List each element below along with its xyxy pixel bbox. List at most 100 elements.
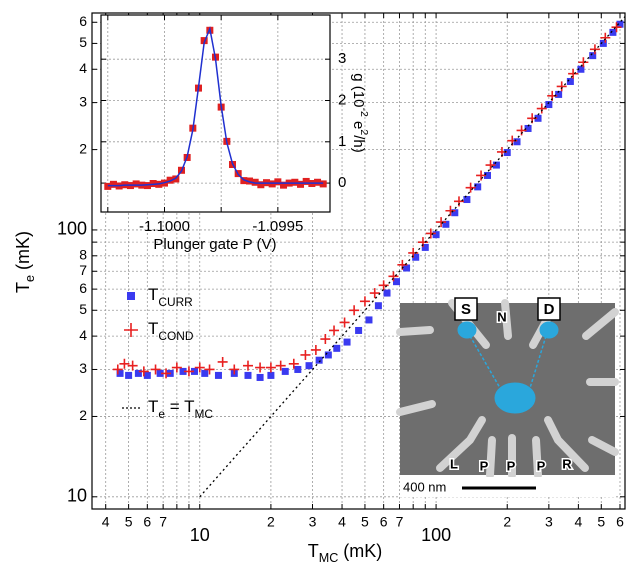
sem-overlay <box>457 321 559 414</box>
x-tick-label: 100 <box>421 525 451 545</box>
y-axis-title: g (10-2 e2/h) <box>350 73 370 152</box>
point <box>324 351 332 359</box>
point <box>281 367 289 375</box>
point <box>171 362 182 373</box>
label-part: (mK) <box>13 231 33 275</box>
y-tick-label: 100 <box>57 219 87 239</box>
point <box>609 28 617 36</box>
point <box>138 366 149 377</box>
point <box>201 369 209 377</box>
x-tick-label: 4 <box>102 514 110 530</box>
point <box>329 325 340 336</box>
x-tick-label: -1.0995 <box>252 218 303 235</box>
label-part: T <box>148 319 158 338</box>
x-tick-label: 7 <box>396 514 404 530</box>
label-part: T <box>148 397 158 416</box>
point <box>149 180 157 188</box>
point <box>183 366 194 377</box>
y-tick-label: 5 <box>79 34 87 50</box>
sem-image: S N D L P P P R 400 nm <box>396 297 619 497</box>
point <box>190 367 198 375</box>
point <box>302 177 310 185</box>
label-box <box>454 297 478 321</box>
x-axis-title: TMC (mK) <box>308 541 383 566</box>
point <box>589 44 600 55</box>
y-tick-label: 5 <box>79 301 87 317</box>
point <box>255 362 266 373</box>
x-tick-label: 5 <box>125 514 133 530</box>
point <box>116 369 124 377</box>
x-tick-label: 3 <box>545 514 553 530</box>
line <box>107 25 324 187</box>
x-tick-label: 7 <box>159 514 167 530</box>
y-tick-label: 1 <box>338 133 346 150</box>
legend-marker <box>124 323 138 337</box>
gate <box>486 436 496 479</box>
x-tick-label: 2 <box>267 514 275 530</box>
point <box>599 39 607 47</box>
x-tick-label: 10 <box>190 525 210 545</box>
point <box>143 182 151 190</box>
label-part: g (10 <box>350 73 367 107</box>
label-part: -2 <box>358 107 370 116</box>
point <box>204 364 215 375</box>
point <box>319 180 327 188</box>
point <box>200 37 208 45</box>
point <box>280 181 288 189</box>
point <box>383 289 391 297</box>
legend-label: Te = TMC <box>148 397 213 421</box>
label-part: CURR <box>158 295 193 309</box>
point <box>432 231 440 239</box>
point <box>246 177 254 185</box>
y-axis-title: Te (mK) <box>13 231 38 293</box>
legend-label: TCOND <box>148 319 194 343</box>
point <box>436 217 447 228</box>
point <box>600 32 611 43</box>
y-tick-label: 0 <box>338 174 346 191</box>
point <box>179 367 187 375</box>
point <box>393 278 401 286</box>
label-part: e <box>23 275 37 282</box>
point <box>288 358 299 369</box>
point <box>143 371 151 379</box>
label-part: e <box>158 407 165 421</box>
point <box>125 371 133 379</box>
point <box>578 57 589 68</box>
point <box>534 114 542 122</box>
point <box>463 196 471 204</box>
point <box>349 305 360 316</box>
point <box>275 360 286 371</box>
y-tick-label: 6 <box>79 280 87 296</box>
sem-label: P <box>480 458 489 473</box>
gate <box>501 299 512 340</box>
point <box>365 316 373 324</box>
point <box>104 182 112 190</box>
point <box>369 288 380 299</box>
point <box>359 296 370 307</box>
label-part: (mK) <box>338 541 382 561</box>
point <box>333 344 341 352</box>
point <box>265 362 276 373</box>
plot-frame <box>91 12 626 510</box>
point <box>112 364 123 375</box>
point <box>214 371 222 379</box>
label-part: 2 <box>358 129 370 135</box>
point <box>513 138 521 146</box>
x-tick-label: 3 <box>309 514 317 530</box>
point <box>555 90 563 98</box>
point <box>267 371 275 379</box>
point <box>229 364 240 375</box>
point <box>445 205 456 216</box>
label-part: T <box>13 282 33 293</box>
point <box>315 356 323 364</box>
sem-label: P <box>507 458 516 473</box>
point <box>589 52 597 60</box>
x-tick-label: 6 <box>380 514 388 530</box>
point <box>132 180 140 188</box>
point <box>388 271 399 282</box>
lead <box>539 321 559 339</box>
dot <box>494 382 536 414</box>
point <box>274 178 282 186</box>
point <box>300 349 311 360</box>
point <box>536 103 547 114</box>
